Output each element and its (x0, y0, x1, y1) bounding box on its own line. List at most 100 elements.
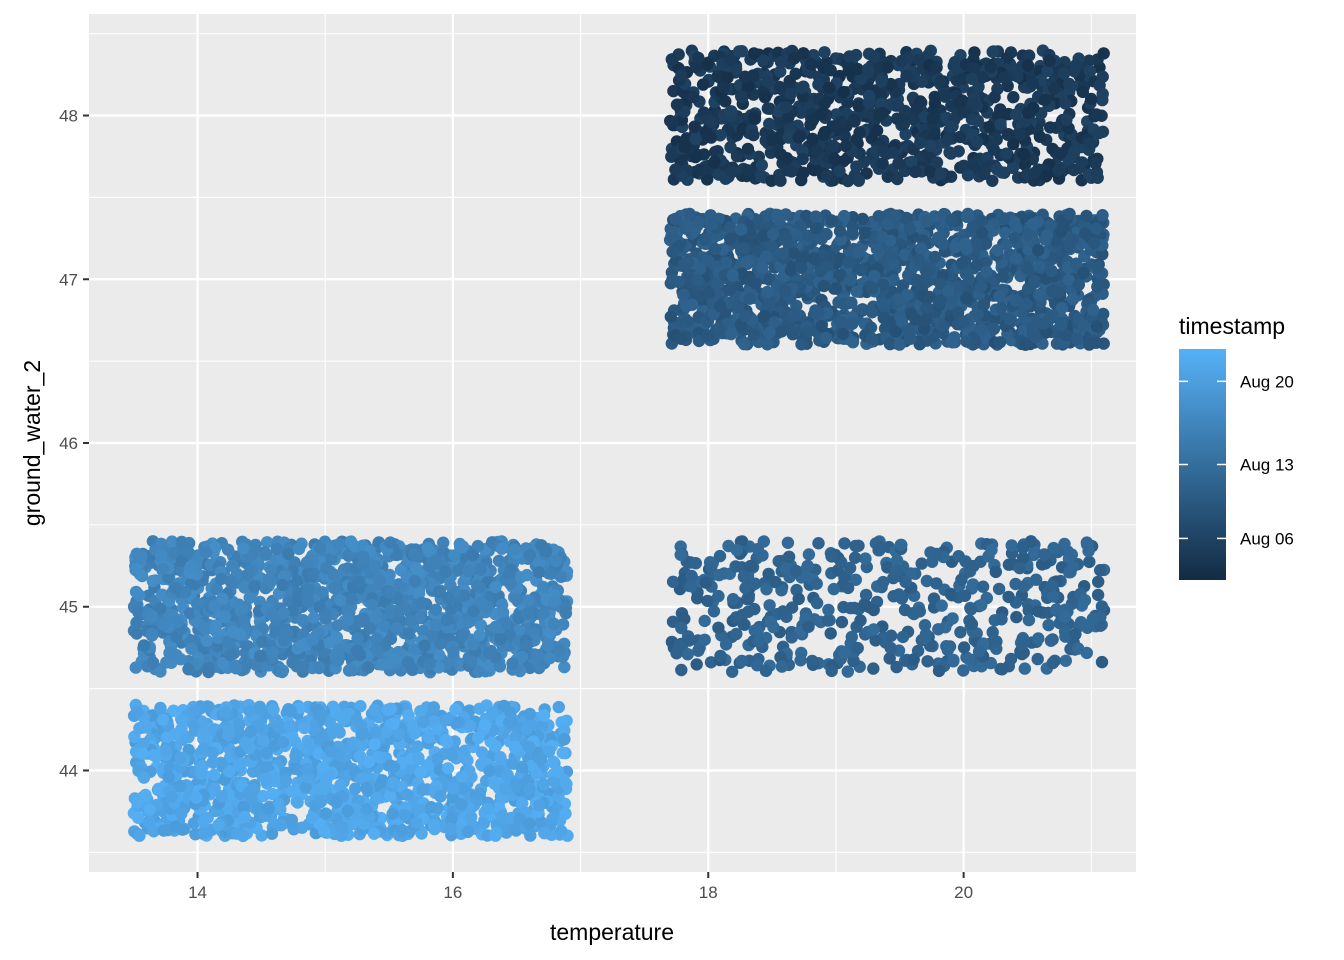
data-point (227, 625, 240, 639)
data-point (212, 818, 225, 831)
data-point (318, 824, 331, 838)
data-point (314, 796, 327, 809)
data-point (413, 803, 426, 816)
data-point (248, 580, 261, 593)
data-point (965, 72, 979, 86)
data-point (1007, 137, 1020, 151)
data-point (276, 578, 289, 592)
data-point (875, 75, 888, 88)
data-point (387, 717, 400, 730)
data-point (848, 115, 861, 128)
data-point (196, 727, 209, 740)
data-point (1066, 292, 1080, 306)
data-point (130, 705, 144, 719)
data-point (892, 156, 905, 170)
data-point (741, 255, 754, 269)
data-point (215, 572, 228, 586)
data-point (820, 169, 834, 182)
data-point (789, 67, 802, 81)
data-point (1039, 170, 1053, 183)
data-point (905, 155, 918, 169)
data-point (788, 228, 802, 241)
data-point (182, 663, 195, 676)
data-point (308, 723, 321, 737)
data-point (741, 164, 754, 177)
data-point (277, 607, 290, 620)
data-point (669, 163, 682, 176)
data-point (218, 610, 232, 623)
data-point (353, 648, 366, 662)
data-point (239, 736, 252, 750)
data-point (175, 535, 188, 549)
data-point (792, 131, 805, 144)
data-point (179, 585, 192, 599)
data-point (243, 591, 256, 604)
data-point (332, 538, 346, 551)
data-point (408, 548, 421, 561)
data-point (224, 575, 237, 588)
data-point (157, 824, 170, 837)
data-point (1085, 92, 1098, 106)
data-point (508, 741, 522, 754)
data-point (368, 738, 381, 751)
data-point (279, 774, 292, 787)
data-point (429, 603, 442, 616)
data-point (183, 607, 197, 620)
data-point (363, 622, 376, 635)
data-point (475, 746, 489, 759)
data-point (327, 568, 341, 581)
data-point (355, 772, 368, 785)
data-point (788, 52, 801, 65)
data-point (439, 733, 452, 747)
data-point (187, 817, 201, 830)
data-point (169, 582, 182, 595)
data-point (139, 788, 152, 802)
data-point (539, 544, 553, 558)
data-point (891, 172, 904, 186)
data-point (215, 790, 229, 803)
data-point (175, 714, 189, 727)
data-point (537, 606, 550, 619)
data-point (1060, 329, 1074, 342)
data-point (390, 622, 403, 635)
data-point (489, 740, 502, 753)
data-point (961, 169, 975, 182)
data-point (549, 554, 562, 568)
data-point (367, 613, 380, 626)
data-point (782, 110, 795, 124)
data-point (539, 826, 552, 840)
data-point (818, 97, 831, 110)
data-point (175, 554, 189, 567)
data-point (895, 54, 908, 68)
data-point (222, 729, 235, 742)
data-point (531, 649, 545, 662)
data-point (556, 746, 569, 760)
data-point (782, 131, 795, 144)
data-point (890, 112, 904, 125)
data-point (708, 155, 721, 169)
data-point (175, 807, 188, 820)
data-point (1059, 97, 1072, 110)
data-point (143, 803, 156, 816)
data-point (265, 827, 279, 840)
data-point (941, 133, 954, 147)
data-point (926, 112, 939, 125)
data-point (506, 657, 519, 670)
data-point (945, 120, 958, 133)
data-point (139, 719, 152, 732)
data-point (147, 825, 160, 838)
data-point (154, 549, 168, 562)
data-point (174, 751, 187, 764)
data-point (428, 554, 441, 567)
data-point (455, 770, 468, 783)
data-point (747, 47, 761, 60)
data-point (774, 174, 787, 187)
data-point (696, 78, 710, 91)
data-point (423, 658, 436, 671)
data-point (444, 822, 457, 836)
data-point (242, 785, 256, 799)
data-point (301, 595, 315, 608)
data-point (383, 586, 396, 600)
data-point (533, 752, 546, 765)
data-point (401, 788, 414, 801)
